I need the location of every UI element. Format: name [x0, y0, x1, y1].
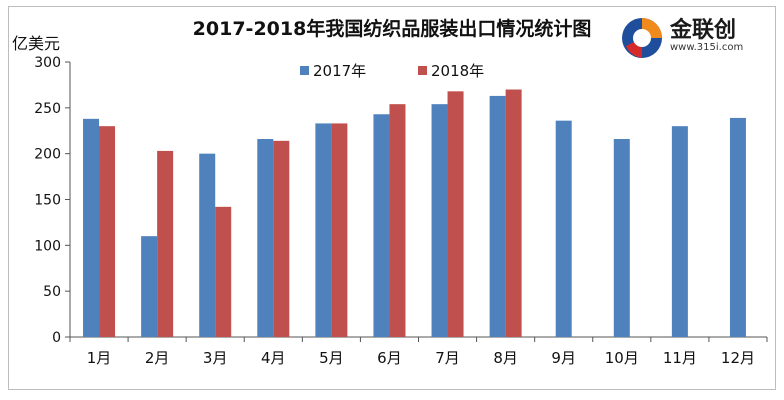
bar-series2	[505, 89, 522, 337]
y-tick-label: 0	[52, 330, 61, 346]
legend-label: 2018年	[431, 62, 484, 80]
jinlianchuang-logo-icon	[622, 18, 662, 58]
y-tick-label: 250	[34, 101, 61, 117]
chart-title: 2017-2018年我国纺织品服装出口情况统计图	[192, 18, 592, 40]
bar-series2	[157, 150, 174, 337]
x-tick-label: 9月	[551, 349, 576, 367]
logo-url: www.315i.com	[670, 42, 744, 53]
bar-series1	[613, 139, 630, 337]
x-tick-label: 3月	[203, 349, 228, 367]
bar-series1	[729, 117, 746, 338]
x-tick-label: 10月	[605, 349, 639, 367]
bar-series2	[331, 123, 348, 338]
legend-swatch	[300, 66, 309, 75]
bar-series1	[315, 123, 332, 338]
bar-series1	[373, 114, 390, 337]
x-tick-label: 1月	[87, 349, 112, 367]
logo-name: 金联创	[670, 18, 737, 43]
x-tick-label: 11月	[663, 349, 697, 367]
x-tick-label: 5月	[319, 349, 344, 367]
brand-logo: 金联创 www.315i.com	[618, 10, 778, 66]
bar-series1	[489, 95, 506, 338]
x-tick-label: 2月	[145, 349, 170, 367]
bar-series2	[215, 206, 232, 337]
y-tick-label: 200	[34, 147, 61, 163]
legend-swatch	[418, 66, 427, 75]
bar-series1	[141, 236, 158, 337]
bar-series1	[199, 153, 216, 337]
x-tick-label: 7月	[435, 349, 460, 367]
bar-series1	[257, 139, 274, 337]
bar-series1	[555, 120, 572, 338]
x-tick-label: 6月	[377, 349, 402, 367]
y-tick-label: 300	[34, 55, 61, 71]
y-axis-label: 亿美元	[12, 34, 61, 53]
y-tick-label: 50	[43, 284, 61, 300]
bar-series2	[273, 140, 290, 337]
legend-label: 2017年	[313, 62, 366, 80]
bar-series2	[99, 126, 116, 338]
x-tick-label: 4月	[261, 349, 286, 367]
bar-series1	[671, 126, 688, 338]
bar-series1	[431, 104, 448, 338]
bar-series1	[83, 118, 100, 337]
y-tick-label: 150	[34, 193, 61, 209]
bar-series2	[389, 104, 406, 338]
bar-series2	[447, 91, 464, 337]
y-tick-label: 100	[34, 238, 61, 254]
x-tick-label: 8月	[493, 349, 518, 367]
x-tick-label: 12月	[721, 349, 755, 367]
